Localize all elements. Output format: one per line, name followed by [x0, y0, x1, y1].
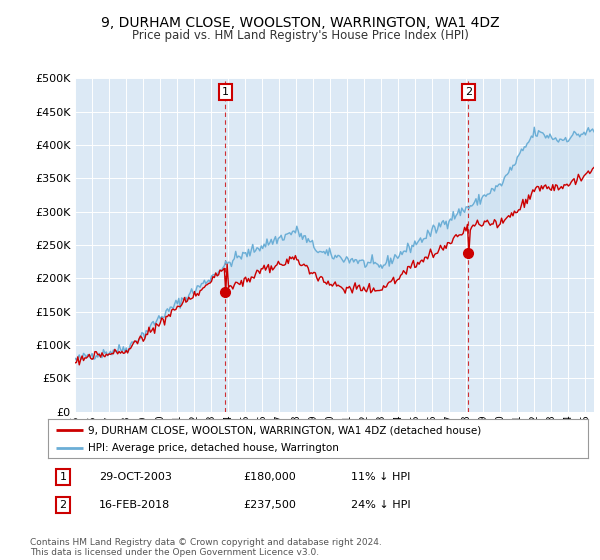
Text: 2: 2 — [465, 87, 472, 97]
Text: £180,000: £180,000 — [243, 472, 296, 482]
Text: 29-OCT-2003: 29-OCT-2003 — [99, 472, 172, 482]
Text: Price paid vs. HM Land Registry's House Price Index (HPI): Price paid vs. HM Land Registry's House … — [131, 29, 469, 42]
Text: 16-FEB-2018: 16-FEB-2018 — [99, 500, 170, 510]
Text: £237,500: £237,500 — [243, 500, 296, 510]
Text: 24% ↓ HPI: 24% ↓ HPI — [351, 500, 410, 510]
Text: 1: 1 — [222, 87, 229, 97]
Text: 9, DURHAM CLOSE, WOOLSTON, WARRINGTON, WA1 4DZ: 9, DURHAM CLOSE, WOOLSTON, WARRINGTON, W… — [101, 16, 499, 30]
Text: 2: 2 — [59, 500, 67, 510]
Text: HPI: Average price, detached house, Warrington: HPI: Average price, detached house, Warr… — [89, 443, 340, 453]
Text: 1: 1 — [59, 472, 67, 482]
Text: 11% ↓ HPI: 11% ↓ HPI — [351, 472, 410, 482]
Text: 9, DURHAM CLOSE, WOOLSTON, WARRINGTON, WA1 4DZ (detached house): 9, DURHAM CLOSE, WOOLSTON, WARRINGTON, W… — [89, 425, 482, 435]
Text: Contains HM Land Registry data © Crown copyright and database right 2024.
This d: Contains HM Land Registry data © Crown c… — [30, 538, 382, 557]
